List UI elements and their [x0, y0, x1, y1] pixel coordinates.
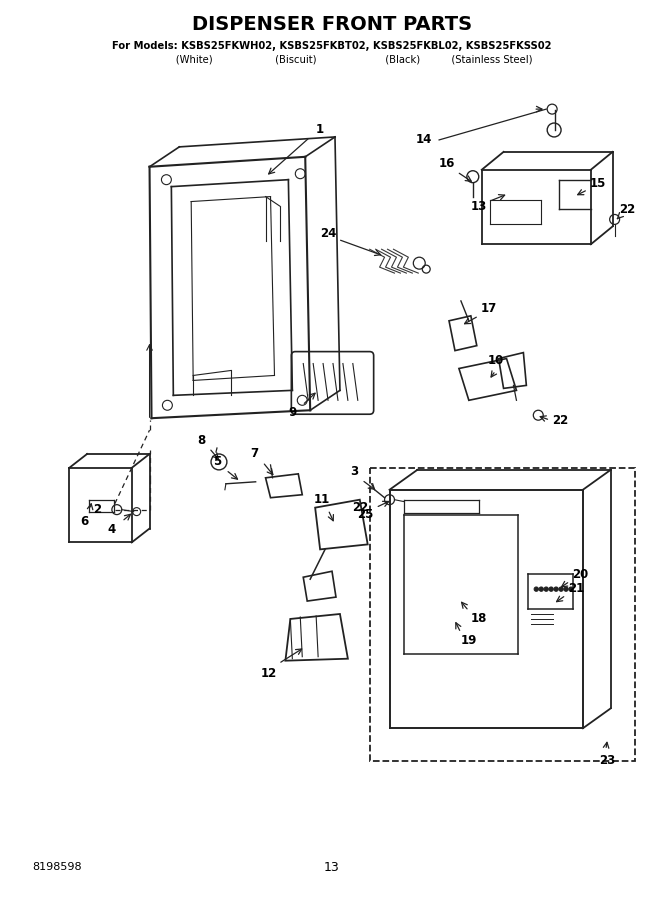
Text: 24: 24	[320, 227, 336, 239]
Text: 8198598: 8198598	[33, 862, 82, 872]
Text: 16: 16	[439, 158, 456, 170]
Circle shape	[544, 587, 549, 591]
Text: 12: 12	[261, 667, 277, 680]
Circle shape	[549, 587, 553, 591]
Text: 4: 4	[108, 523, 116, 536]
Text: 18: 18	[471, 613, 487, 626]
Text: 21: 21	[568, 581, 584, 595]
Circle shape	[559, 587, 563, 591]
Text: 20: 20	[572, 568, 588, 580]
Text: (White)                    (Biscuit)                      (Black)          (Stai: (White) (Biscuit) (Black) (Stai	[132, 54, 532, 65]
Text: 22: 22	[619, 203, 636, 216]
Text: 9: 9	[288, 406, 297, 419]
Text: 8: 8	[197, 434, 205, 446]
Text: DISPENSER FRONT PARTS: DISPENSER FRONT PARTS	[192, 15, 472, 34]
Text: 17: 17	[481, 302, 497, 315]
Text: 13: 13	[471, 200, 487, 213]
Text: 11: 11	[314, 493, 331, 506]
Text: 1: 1	[316, 123, 324, 137]
Circle shape	[569, 587, 573, 591]
Text: 3: 3	[350, 465, 358, 479]
Circle shape	[564, 587, 568, 591]
Text: 23: 23	[600, 753, 616, 767]
Text: 22: 22	[352, 501, 368, 514]
Text: 25: 25	[358, 508, 374, 521]
Text: 13: 13	[324, 861, 340, 874]
Text: 2: 2	[93, 503, 101, 516]
Circle shape	[534, 587, 539, 591]
Text: For Models: KSBS25FKWH02, KSBS25FKBT02, KSBS25FKBL02, KSBS25FKSS02: For Models: KSBS25FKWH02, KSBS25FKBT02, …	[112, 40, 552, 50]
Text: 22: 22	[552, 414, 568, 427]
Text: 14: 14	[416, 133, 432, 147]
Circle shape	[539, 587, 543, 591]
Text: 15: 15	[590, 177, 606, 190]
Text: 7: 7	[251, 447, 259, 461]
Text: 10: 10	[487, 354, 504, 367]
Text: 5: 5	[213, 455, 221, 468]
Text: 6: 6	[80, 515, 88, 528]
Circle shape	[554, 587, 559, 591]
Text: 19: 19	[461, 634, 477, 647]
